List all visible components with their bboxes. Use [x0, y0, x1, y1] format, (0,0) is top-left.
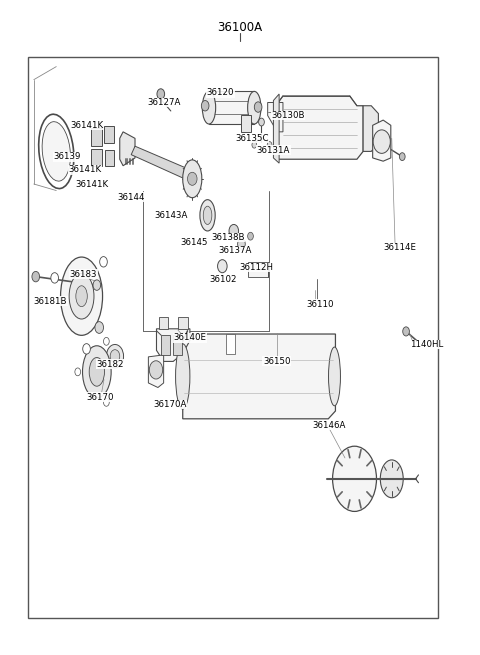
Text: 36110: 36110: [307, 299, 334, 309]
Polygon shape: [226, 334, 235, 354]
Text: 36112H: 36112H: [239, 263, 273, 272]
Text: 36100A: 36100A: [217, 21, 263, 34]
Text: 36144: 36144: [117, 193, 145, 202]
Text: 36102: 36102: [209, 274, 237, 284]
Ellipse shape: [333, 446, 376, 512]
Ellipse shape: [200, 200, 215, 231]
Circle shape: [75, 368, 81, 376]
Circle shape: [100, 257, 108, 267]
Circle shape: [252, 141, 257, 148]
Polygon shape: [131, 146, 192, 180]
Circle shape: [51, 272, 59, 283]
Polygon shape: [120, 132, 135, 166]
Ellipse shape: [89, 358, 105, 386]
Circle shape: [248, 233, 253, 240]
Text: 36114E: 36114E: [383, 244, 416, 252]
Text: 36131A: 36131A: [257, 145, 290, 155]
Circle shape: [267, 141, 272, 148]
Ellipse shape: [202, 92, 216, 124]
Text: 36145: 36145: [180, 238, 208, 247]
Circle shape: [403, 327, 409, 336]
Circle shape: [201, 100, 209, 111]
Circle shape: [149, 361, 163, 379]
Circle shape: [104, 398, 109, 406]
Circle shape: [238, 239, 245, 250]
Circle shape: [104, 337, 109, 345]
Ellipse shape: [176, 344, 190, 409]
Polygon shape: [148, 355, 164, 388]
Polygon shape: [268, 102, 283, 132]
Text: 36183: 36183: [70, 269, 97, 278]
Circle shape: [373, 130, 390, 153]
Bar: [178, 317, 188, 329]
Circle shape: [157, 89, 165, 99]
Text: 36141K: 36141K: [68, 165, 101, 174]
Bar: [159, 317, 168, 329]
Bar: [173, 335, 182, 355]
Ellipse shape: [76, 286, 87, 307]
Ellipse shape: [203, 206, 212, 225]
Circle shape: [83, 344, 90, 354]
Bar: [106, 150, 115, 166]
Polygon shape: [363, 105, 378, 151]
Bar: [104, 126, 115, 143]
Text: 36182: 36182: [97, 360, 124, 369]
Polygon shape: [183, 334, 336, 419]
Polygon shape: [156, 329, 190, 362]
Bar: [241, 115, 251, 132]
Circle shape: [229, 225, 239, 238]
Text: 36150: 36150: [263, 357, 290, 366]
Text: 36141K: 36141K: [71, 121, 104, 130]
Text: 36140E: 36140E: [173, 333, 206, 343]
Circle shape: [110, 350, 120, 363]
Text: 36141K: 36141K: [75, 179, 108, 189]
Ellipse shape: [183, 160, 202, 198]
Text: 36170: 36170: [86, 393, 114, 402]
Circle shape: [188, 172, 197, 185]
Circle shape: [254, 102, 262, 112]
Text: 36181B: 36181B: [34, 297, 67, 306]
Text: 36130B: 36130B: [271, 111, 304, 120]
Text: 36135C: 36135C: [235, 134, 269, 143]
Ellipse shape: [42, 122, 71, 181]
Text: 36137A: 36137A: [218, 246, 252, 255]
Circle shape: [399, 153, 405, 160]
Ellipse shape: [69, 273, 94, 319]
Bar: [28, 57, 438, 618]
Text: 36138B: 36138B: [211, 233, 245, 242]
Bar: [91, 128, 102, 146]
Text: 36139: 36139: [54, 152, 81, 161]
Ellipse shape: [83, 346, 111, 398]
Polygon shape: [209, 92, 254, 124]
Polygon shape: [372, 120, 391, 161]
Polygon shape: [274, 94, 279, 163]
Text: 36143A: 36143A: [154, 211, 188, 220]
Text: 36127A: 36127A: [147, 98, 180, 107]
Circle shape: [32, 271, 39, 282]
Ellipse shape: [328, 347, 340, 405]
Text: 36146A: 36146A: [312, 421, 346, 430]
Text: 36170A: 36170A: [153, 400, 187, 409]
Circle shape: [107, 345, 123, 368]
Text: 36120: 36120: [206, 88, 234, 97]
Circle shape: [93, 280, 101, 290]
Circle shape: [217, 259, 227, 272]
Polygon shape: [248, 262, 268, 276]
Ellipse shape: [60, 257, 103, 335]
Ellipse shape: [380, 460, 403, 498]
Ellipse shape: [248, 92, 261, 124]
Polygon shape: [274, 96, 363, 159]
Text: 1140HL: 1140HL: [410, 340, 443, 349]
Bar: [91, 149, 102, 166]
Bar: [161, 335, 170, 355]
Circle shape: [259, 118, 264, 126]
Circle shape: [95, 322, 104, 333]
